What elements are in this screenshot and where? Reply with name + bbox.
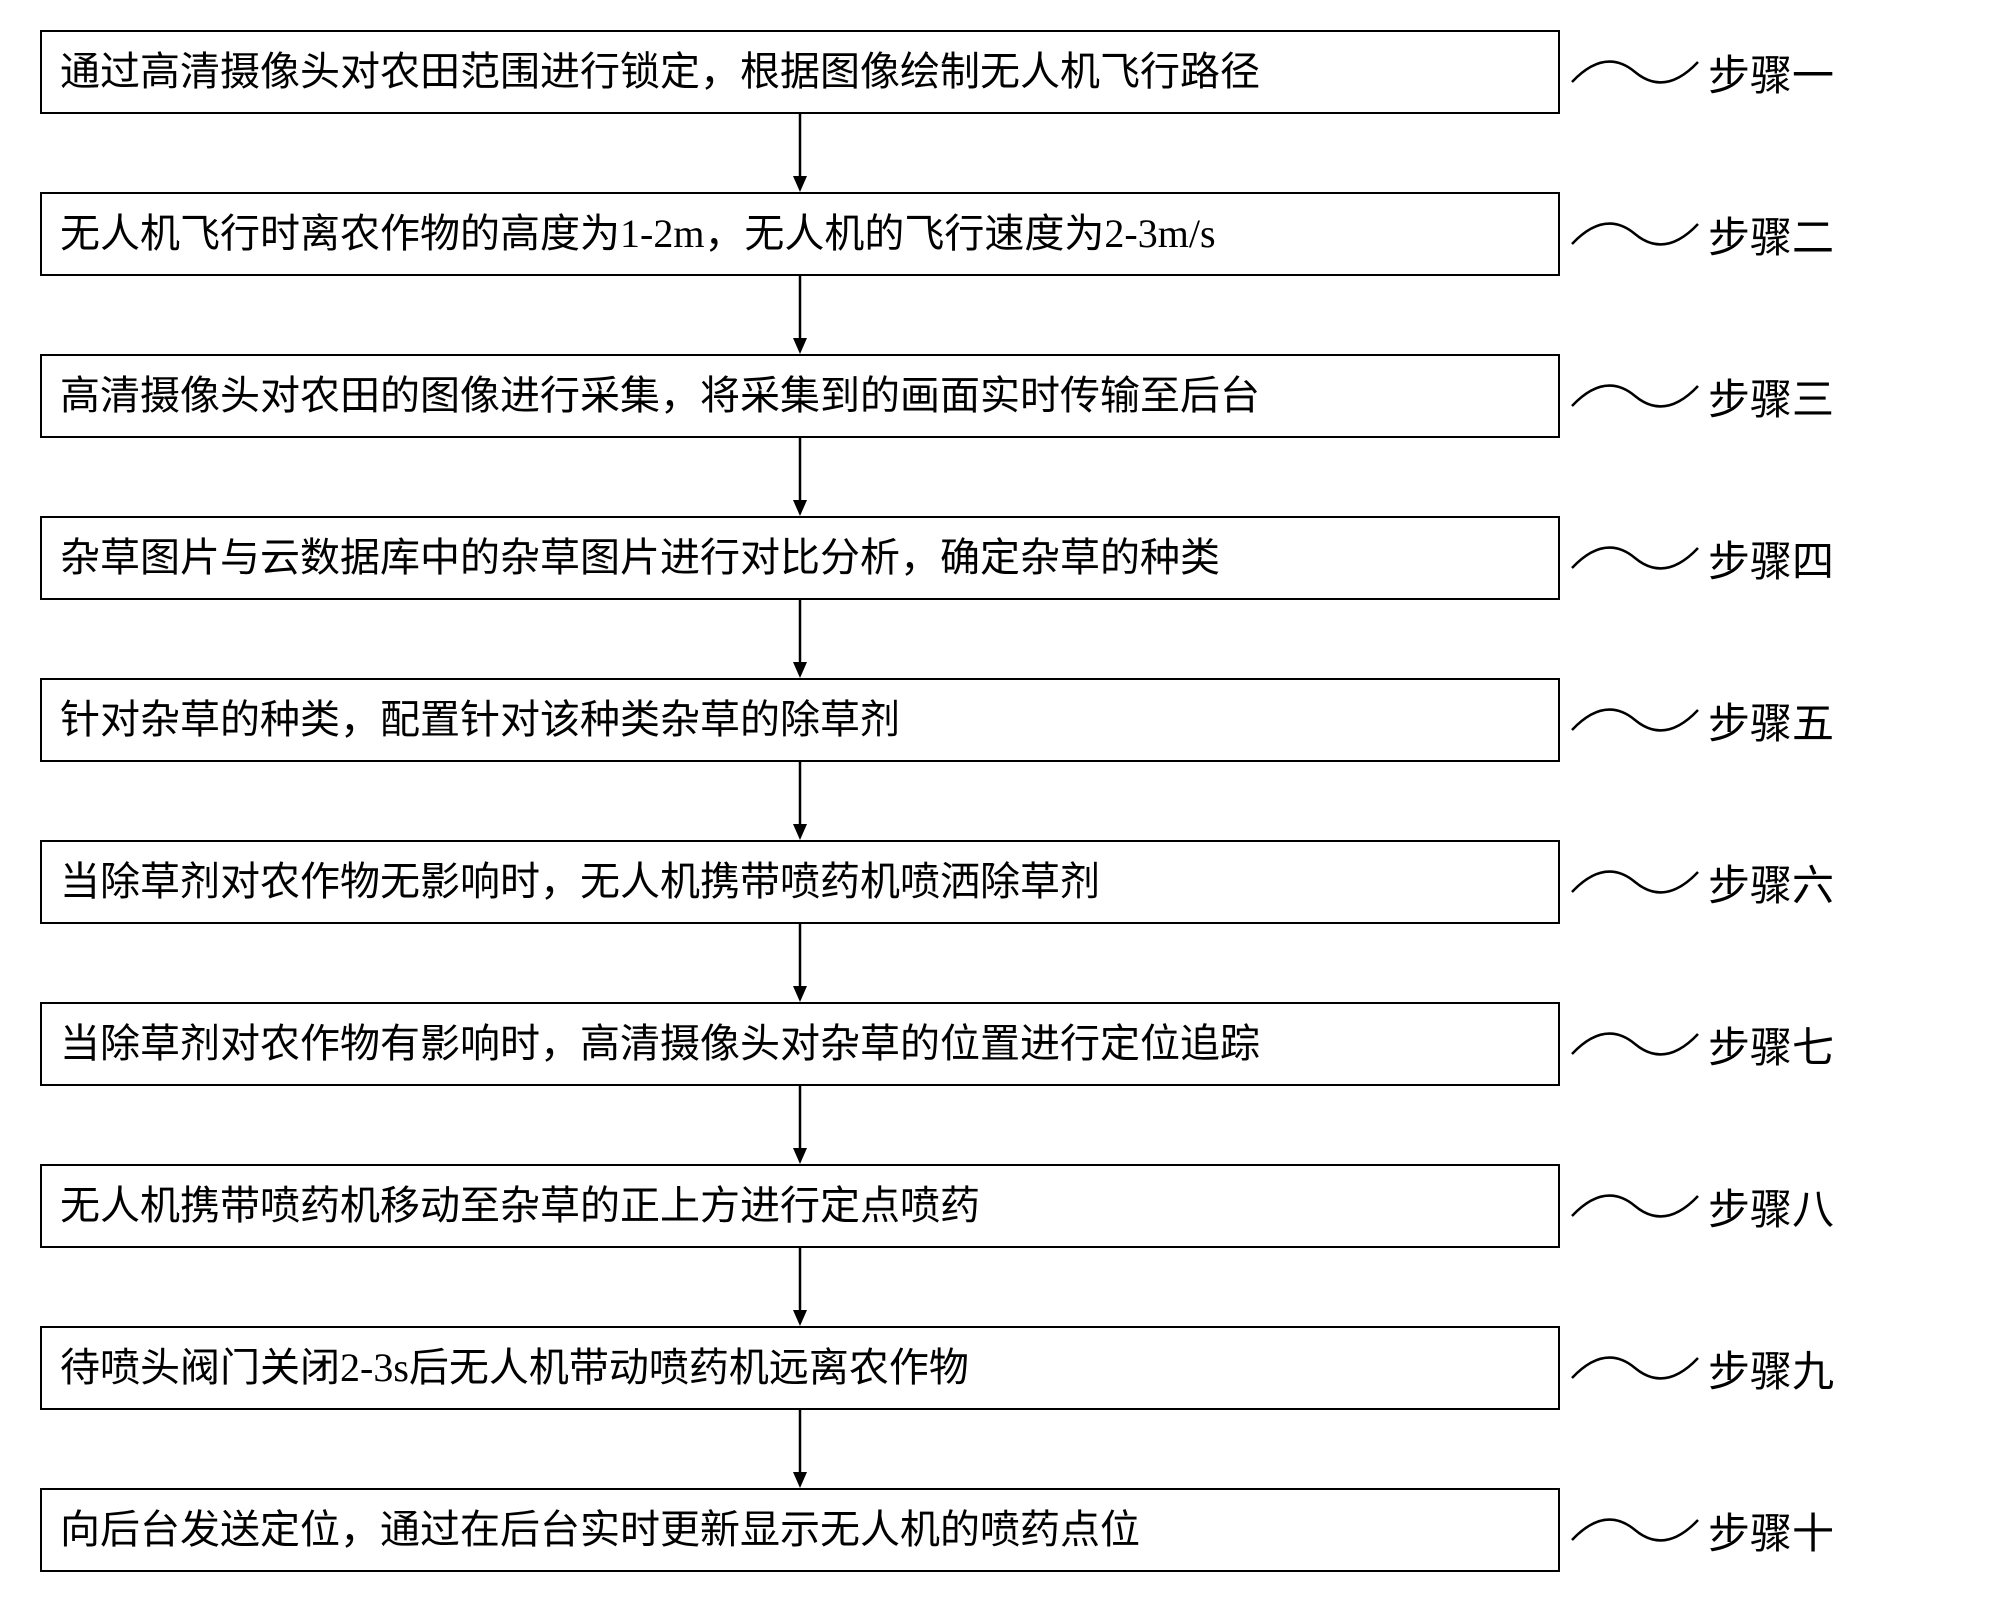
arrow-down-icon [790, 762, 810, 840]
step-label-5: 步骤五 [1708, 690, 1834, 751]
curve-icon [1570, 1500, 1700, 1560]
curve-icon [1570, 528, 1700, 588]
arrow-down-icon [790, 1248, 810, 1326]
step-label-3: 步骤三 [1708, 366, 1834, 427]
step-box-9: 待喷头阀门关闭2-3s后无人机带动喷药机远离农作物 [40, 1326, 1560, 1410]
arrow-down [40, 1248, 1560, 1326]
arrow-down-icon [790, 924, 810, 1002]
connector: 步骤八 [1570, 1176, 1834, 1237]
step-row: 针对杂草的种类，配置针对该种类杂草的除草剂 步骤五 [40, 678, 1950, 762]
curve-icon [1570, 1338, 1700, 1398]
step-box-4: 杂草图片与云数据库中的杂草图片进行对比分析，确定杂草的种类 [40, 516, 1560, 600]
arrow-down-icon [790, 600, 810, 678]
connector: 步骤五 [1570, 690, 1834, 751]
step-row: 待喷头阀门关闭2-3s后无人机带动喷药机远离农作物 步骤九 [40, 1326, 1950, 1410]
arrow-down [40, 600, 1560, 678]
step-label-4: 步骤四 [1708, 528, 1834, 589]
connector: 步骤二 [1570, 204, 1834, 265]
arrow-down [40, 1410, 1560, 1488]
curve-icon [1570, 690, 1700, 750]
curve-icon [1570, 42, 1700, 102]
arrow-down [40, 114, 1560, 192]
connector: 步骤七 [1570, 1014, 1834, 1075]
step-box-6: 当除草剂对农作物无影响时，无人机携带喷药机喷洒除草剂 [40, 840, 1560, 924]
curve-icon [1570, 852, 1700, 912]
step-label-1: 步骤一 [1708, 42, 1834, 103]
connector: 步骤三 [1570, 366, 1834, 427]
arrow-down-icon [790, 438, 810, 516]
step-label-7: 步骤七 [1708, 1014, 1834, 1075]
step-row: 无人机携带喷药机移动至杂草的正上方进行定点喷药 步骤八 [40, 1164, 1950, 1248]
step-label-9: 步骤九 [1708, 1338, 1834, 1399]
step-label-2: 步骤二 [1708, 204, 1834, 265]
step-label-6: 步骤六 [1708, 852, 1834, 913]
arrow-down [40, 762, 1560, 840]
step-row: 通过高清摄像头对农田范围进行锁定，根据图像绘制无人机飞行路径 步骤一 [40, 30, 1950, 114]
curve-icon [1570, 1014, 1700, 1074]
arrow-down [40, 924, 1560, 1002]
arrow-down [40, 438, 1560, 516]
step-label-10: 步骤十 [1708, 1500, 1834, 1561]
curve-icon [1570, 366, 1700, 426]
connector: 步骤四 [1570, 528, 1834, 589]
connector: 步骤一 [1570, 42, 1834, 103]
step-row: 杂草图片与云数据库中的杂草图片进行对比分析，确定杂草的种类 步骤四 [40, 516, 1950, 600]
curve-icon [1570, 1176, 1700, 1236]
step-row: 向后台发送定位，通过在后台实时更新显示无人机的喷药点位 步骤十 [40, 1488, 1950, 1572]
step-row: 当除草剂对农作物有影响时，高清摄像头对杂草的位置进行定位追踪 步骤七 [40, 1002, 1950, 1086]
connector: 步骤六 [1570, 852, 1834, 913]
step-box-1: 通过高清摄像头对农田范围进行锁定，根据图像绘制无人机飞行路径 [40, 30, 1560, 114]
arrow-down-icon [790, 276, 810, 354]
arrow-down-icon [790, 114, 810, 192]
arrow-down [40, 276, 1560, 354]
step-box-8: 无人机携带喷药机移动至杂草的正上方进行定点喷药 [40, 1164, 1560, 1248]
step-row: 高清摄像头对农田的图像进行采集，将采集到的画面实时传输至后台 步骤三 [40, 354, 1950, 438]
step-row: 无人机飞行时离农作物的高度为1-2m，无人机的飞行速度为2-3m/s 步骤二 [40, 192, 1950, 276]
curve-icon [1570, 204, 1700, 264]
step-box-7: 当除草剂对农作物有影响时，高清摄像头对杂草的位置进行定位追踪 [40, 1002, 1560, 1086]
step-box-10: 向后台发送定位，通过在后台实时更新显示无人机的喷药点位 [40, 1488, 1560, 1572]
step-box-2: 无人机飞行时离农作物的高度为1-2m，无人机的飞行速度为2-3m/s [40, 192, 1560, 276]
arrow-down [40, 1086, 1560, 1164]
step-label-8: 步骤八 [1708, 1176, 1834, 1237]
step-box-5: 针对杂草的种类，配置针对该种类杂草的除草剂 [40, 678, 1560, 762]
arrow-down-icon [790, 1410, 810, 1488]
flowchart-container: 通过高清摄像头对农田范围进行锁定，根据图像绘制无人机飞行路径 步骤一 无人机飞行… [40, 30, 1950, 1572]
step-row: 当除草剂对农作物无影响时，无人机携带喷药机喷洒除草剂 步骤六 [40, 840, 1950, 924]
connector: 步骤十 [1570, 1500, 1834, 1561]
connector: 步骤九 [1570, 1338, 1834, 1399]
arrow-down-icon [790, 1086, 810, 1164]
step-box-3: 高清摄像头对农田的图像进行采集，将采集到的画面实时传输至后台 [40, 354, 1560, 438]
